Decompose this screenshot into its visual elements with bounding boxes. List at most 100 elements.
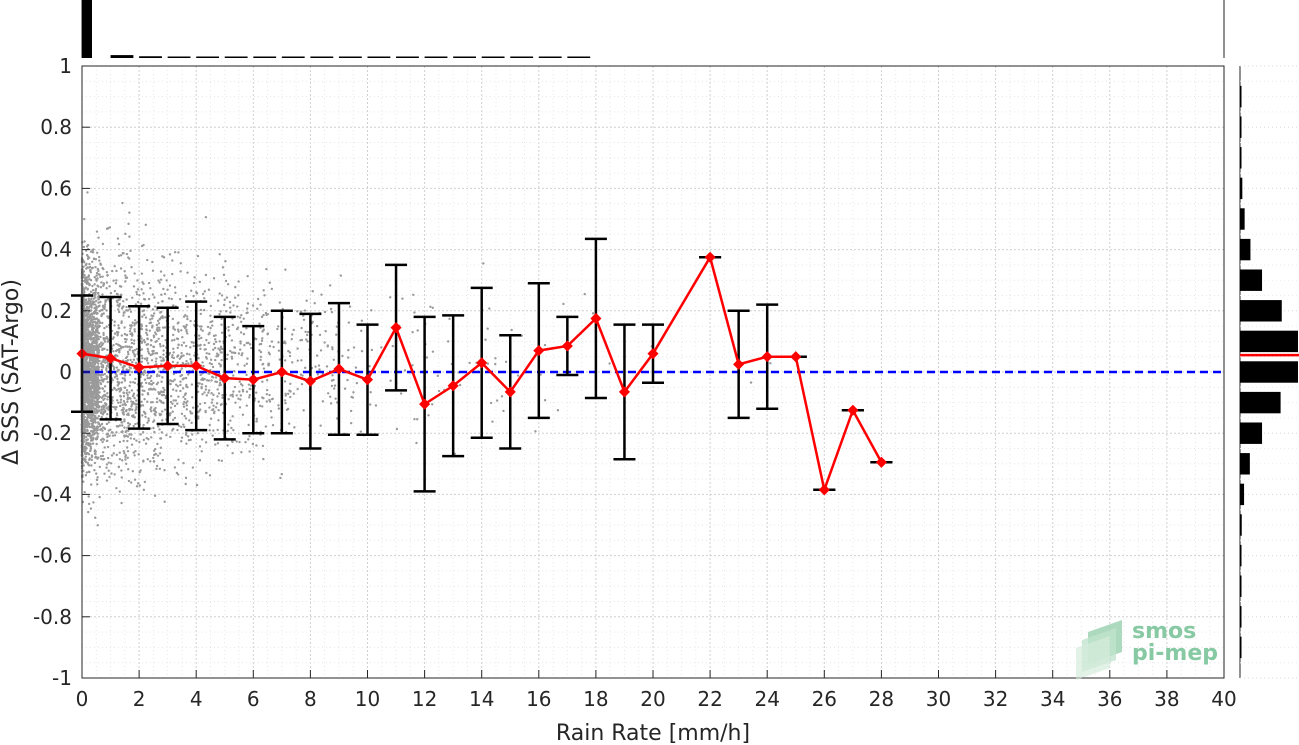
scatter-point [111,364,115,368]
scatter-point [248,396,251,399]
top-hist-bar [538,56,562,58]
right-hist-bar [1240,422,1263,444]
scatter-point [106,433,110,436]
scatter-point [141,372,144,375]
scatter-point [125,355,129,358]
scatter-point [283,399,287,402]
scatter-point [243,364,246,367]
scatter-point [265,393,269,396]
scatter-point [98,391,101,394]
scatter-point [105,406,108,410]
scatter-point [91,318,94,322]
scatter-point [147,297,151,301]
scatter-point [82,322,86,325]
scatter-point [436,374,440,378]
right-hist-bar [1240,391,1281,414]
scatter-point [92,391,95,395]
scatter-point [210,362,213,366]
scatter-point [157,322,161,325]
scatter-point [163,500,166,503]
scatter-point [207,391,210,394]
scatter-point [162,349,165,352]
scatter-point [84,286,87,289]
scatter-point [172,304,175,307]
scatter-point [83,381,86,385]
scatter-point [122,439,125,443]
scatter-point [100,365,103,368]
scatter-point [83,394,86,397]
scatter-point [347,348,350,352]
scatter-point [128,373,132,377]
scatter-point [181,335,184,339]
scatter-point [82,439,85,442]
scatter-point [113,406,116,409]
scatter-point [128,348,131,351]
scatter-point [117,324,120,327]
scatter-point [239,398,242,401]
scatter-point [176,384,180,388]
scatter-point [125,434,128,438]
scatter-point [256,297,260,301]
scatter-point [131,361,134,364]
scatter-point [330,310,334,314]
scatter-point [130,341,134,345]
scatter-point [318,333,322,337]
scatter-point [230,355,234,359]
scatter-point [150,436,153,439]
scatter-point [173,338,176,342]
scatter-point [123,270,126,273]
scatter-point [195,292,199,295]
scatter-point [149,401,153,404]
scatter-point [173,286,177,289]
scatter-point [227,325,230,329]
scatter-point [380,346,383,349]
scatter-point [111,378,114,382]
scatter-point [102,380,105,383]
scatter-point [138,440,141,444]
scatter-point [255,417,258,421]
scatter-point [238,406,242,409]
scatter-point [143,369,146,372]
scatter-point [148,381,151,385]
scatter-point [238,380,241,383]
scatter-point [109,462,113,465]
scatter-point [262,289,265,292]
scatter-point [425,356,429,359]
scatter-point [266,312,270,316]
scatter-point [331,347,334,351]
scatter-point [99,262,102,265]
scatter-point [208,406,211,409]
scatter-point [217,347,220,350]
scatter-point [89,391,92,395]
scatter-point [86,362,89,366]
scatter-point [105,466,108,469]
scatter-point [187,362,190,365]
scatter-point [122,400,126,403]
scatter-point [251,442,255,446]
scatter-point [92,368,95,371]
scatter-point [84,333,88,336]
scatter-point [86,306,89,309]
scatter-point [171,429,174,432]
scatter-point [91,260,94,263]
scatter-point [248,393,252,397]
scatter-point [484,338,487,341]
scatter-point [182,395,185,399]
scatter-point [171,259,174,262]
scatter-point [89,507,93,510]
scatter-point [89,270,93,274]
scatter-point [260,315,264,319]
scatter-point [205,352,208,355]
scatter-point [94,265,97,269]
scatter-point [147,281,151,285]
scatter-point [255,391,258,394]
scatter-point [168,284,172,287]
scatter-point [115,373,118,376]
scatter-point [245,404,248,407]
scatter-point [90,454,94,457]
scatter-point [163,316,167,319]
scatter-point [153,494,157,497]
scatter-point [187,373,190,376]
scatter-point [119,395,123,398]
scatter-point [299,310,303,313]
